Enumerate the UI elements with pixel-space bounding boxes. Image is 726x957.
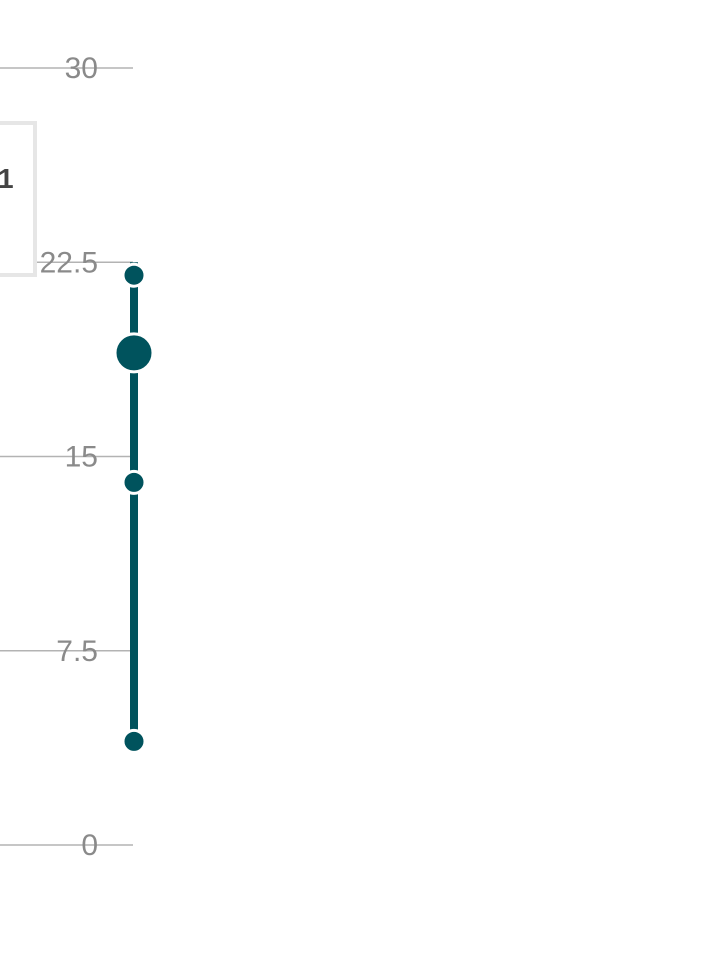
- tooltip: 1: [0, 121, 37, 277]
- tooltip-box: [0, 121, 37, 277]
- data-point[interactable]: [121, 728, 147, 754]
- y-axis-ticks: 0 7.5 15 22.5 30: [40, 52, 98, 862]
- data-point[interactable]: [121, 469, 147, 495]
- y-tick-label: 0: [81, 829, 98, 862]
- y-tick-label: 22.5: [40, 246, 98, 279]
- data-point[interactable]: [121, 262, 147, 288]
- y-tick-label: 7.5: [56, 635, 98, 668]
- data-point-highlighted[interactable]: [113, 332, 155, 374]
- y-tick-label: 30: [65, 52, 98, 85]
- tooltip-text: 1: [0, 163, 14, 194]
- y-tick-label: 15: [65, 441, 98, 474]
- series-line: [113, 262, 155, 754]
